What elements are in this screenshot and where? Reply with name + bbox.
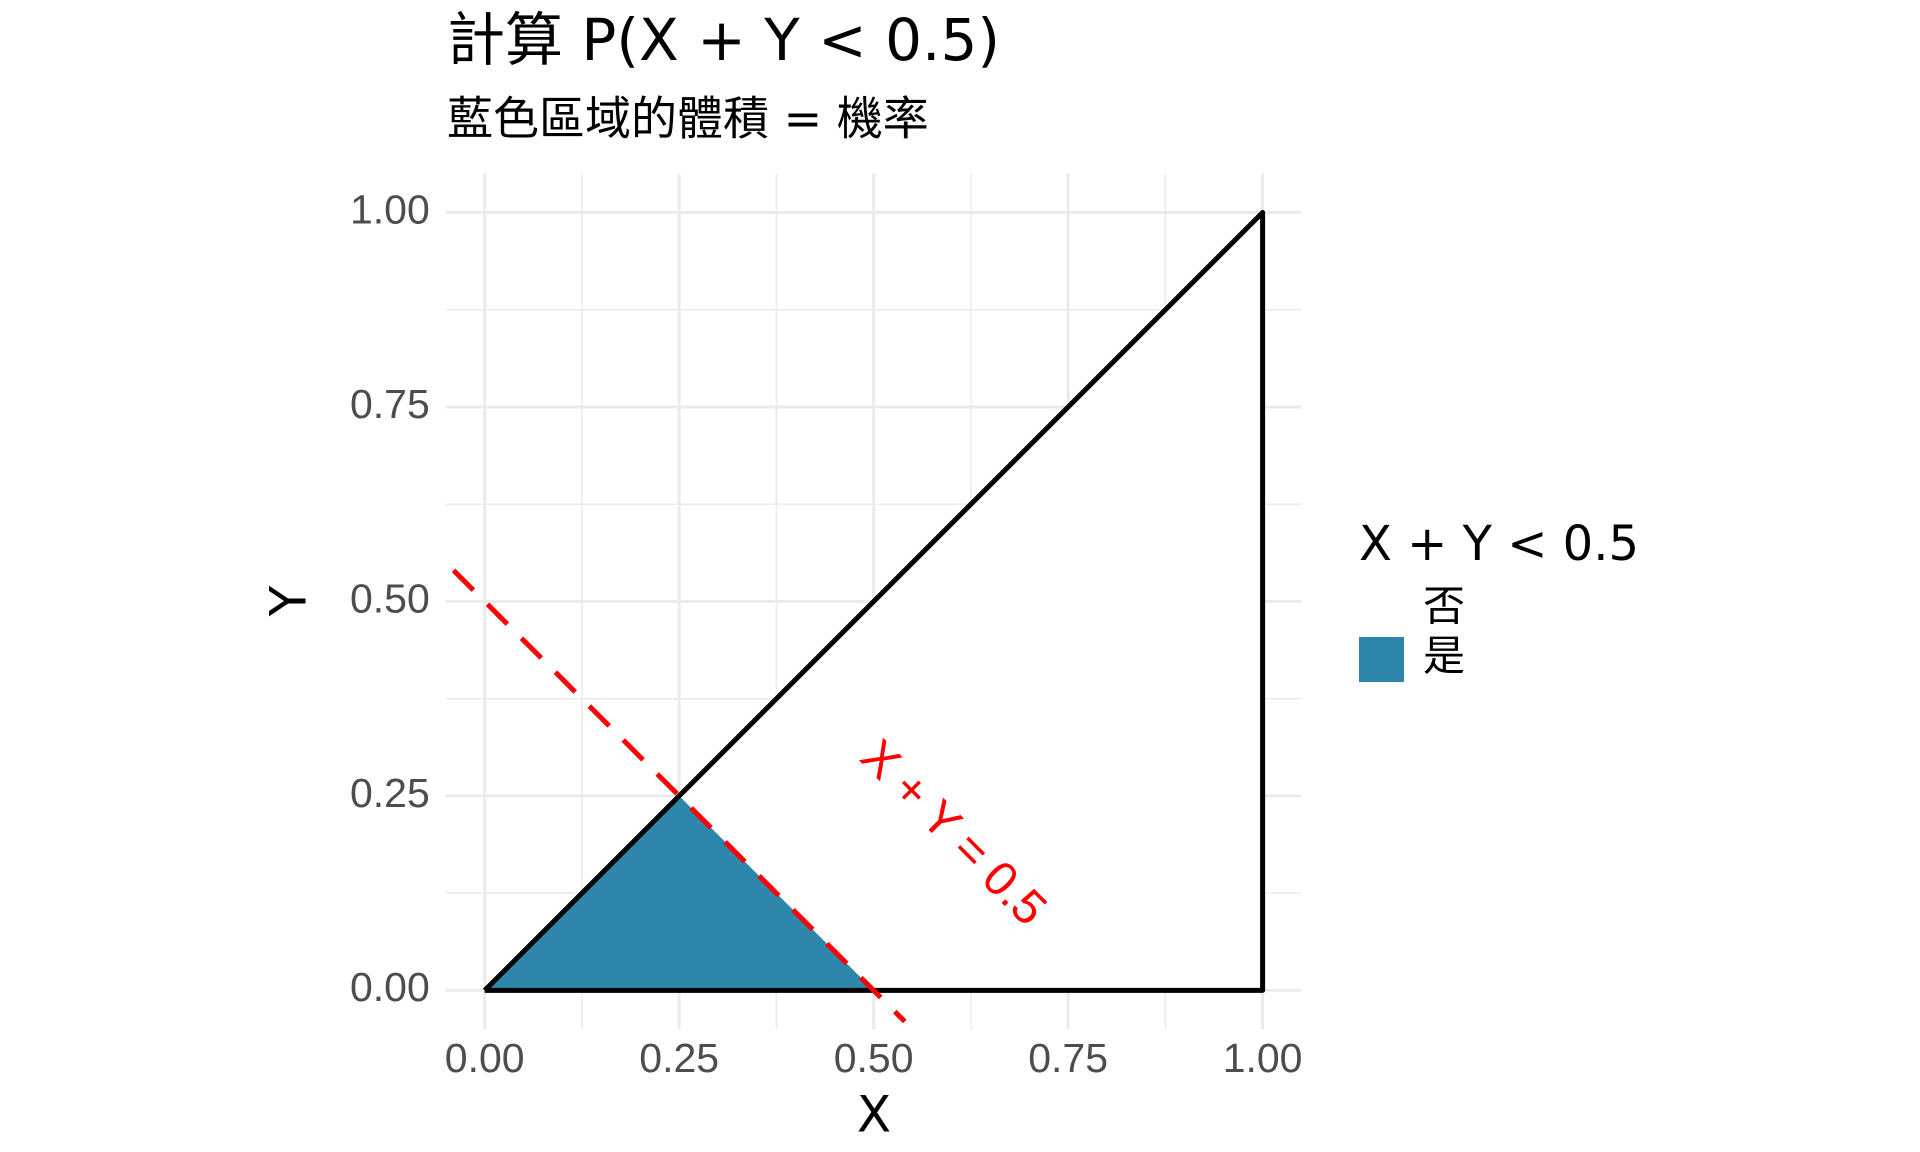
chart-subtitle: 藍色區域的體積 = 機率 (447, 92, 929, 146)
y-tick-label: 0.25 (350, 770, 430, 816)
legend-title: X + Y < 0.5 (1359, 516, 1639, 572)
area (484, 795, 874, 991)
reference-line (451, 568, 907, 1024)
legend-label: 否 (1423, 582, 1465, 631)
y-tick-label: 0.75 (350, 381, 430, 427)
x-tick-label: 1.00 (1223, 1035, 1303, 1081)
y-tick-label: 1.00 (350, 186, 430, 232)
y-axis-title: Y (260, 585, 318, 617)
area (484, 212, 1263, 991)
legend-swatch (1359, 637, 1404, 682)
x-tick-label: 0.25 (639, 1035, 719, 1081)
y-tick-label: 0.50 (350, 575, 430, 621)
x-tick-label: 0.00 (445, 1035, 525, 1081)
x-axis-title: X (857, 1086, 891, 1144)
legend-swatch (1359, 587, 1404, 632)
y-tick-label: 0.00 (350, 964, 430, 1010)
plot-area: X + Y = 0.5 (451, 209, 1266, 1024)
x-tick-label: 0.75 (1028, 1035, 1108, 1081)
legend-label: 是 (1423, 632, 1465, 681)
chart-title: 計算 P(X + Y < 0.5) (447, 6, 1000, 74)
legend: 否是 (1359, 582, 1465, 682)
x-tick-label: 0.50 (834, 1035, 914, 1081)
